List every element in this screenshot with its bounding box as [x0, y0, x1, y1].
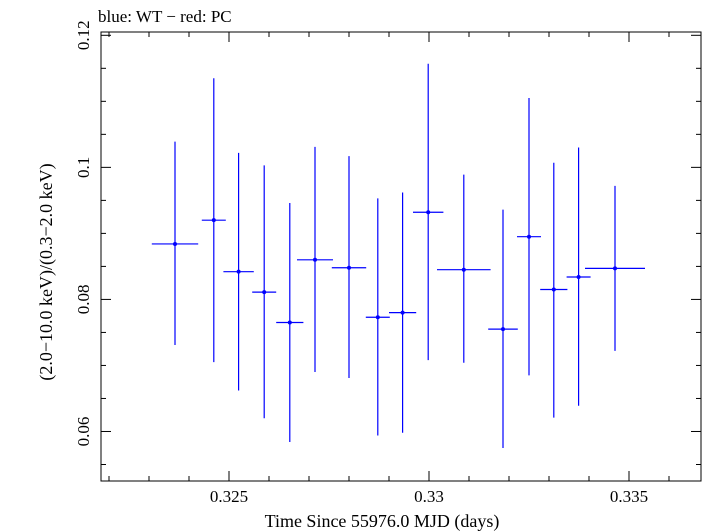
- data-marker: [527, 234, 531, 239]
- data-point: [252, 165, 277, 419]
- chart-title: blue: WT − red: PC: [98, 7, 232, 26]
- data-point: [413, 63, 444, 361]
- data-marker: [313, 257, 317, 262]
- y-tick-label: 0.12: [74, 20, 93, 50]
- data-point: [223, 152, 254, 391]
- y-axis-label: (2.0−10.0 keV)/(0.3−2.0 keV): [36, 163, 57, 380]
- y-tick-label: 0.08: [74, 285, 93, 315]
- y-tick-label-group: 0.08: [74, 285, 93, 315]
- data-marker: [287, 320, 292, 325]
- y-tick-label-group: 0.12: [74, 20, 93, 50]
- data-point: [365, 198, 390, 436]
- y-tick-label-group: 0.06: [74, 417, 93, 447]
- data-point: [585, 185, 645, 351]
- data-marker: [375, 315, 380, 320]
- plot-frame: [100, 31, 702, 482]
- x-tick-label: 0.335: [610, 487, 648, 506]
- data-point: [331, 156, 367, 378]
- data-point: [488, 209, 518, 448]
- data-marker: [613, 266, 617, 271]
- data-marker: [461, 267, 466, 272]
- data-point: [517, 98, 541, 376]
- y-tick-label: 0.06: [74, 417, 93, 447]
- x-tick-label: 0.325: [210, 487, 248, 506]
- data-point: [276, 203, 304, 443]
- y-tick-label: 0.1: [74, 157, 93, 178]
- data-point: [389, 192, 417, 433]
- data-point: [297, 146, 333, 373]
- data-points: [151, 63, 645, 448]
- axis-ticks: 0.325 0.33 0.335 0.06 0.08 0.1 0.12: [74, 20, 701, 506]
- data-marker: [347, 265, 351, 270]
- data-marker: [173, 241, 177, 246]
- data-marker: [426, 210, 431, 215]
- data-point: [566, 147, 591, 406]
- data-marker: [211, 218, 216, 223]
- data-point: [151, 141, 199, 345]
- y-axis-label-group: (2.0−10.0 keV)/(0.3−2.0 keV): [36, 163, 57, 380]
- data-point: [201, 78, 226, 363]
- data-point: [437, 174, 491, 363]
- data-marker: [551, 287, 556, 292]
- x-tick-label: 0.33: [414, 487, 444, 506]
- data-marker: [576, 274, 581, 279]
- data-point: [540, 162, 568, 418]
- data-marker: [236, 269, 241, 274]
- x-axis-label: Time Since 55976.0 MJD (days): [265, 511, 500, 532]
- data-marker: [262, 290, 267, 295]
- data-marker: [400, 310, 405, 315]
- data-marker: [501, 327, 505, 332]
- y-tick-label-group: 0.1: [74, 157, 93, 178]
